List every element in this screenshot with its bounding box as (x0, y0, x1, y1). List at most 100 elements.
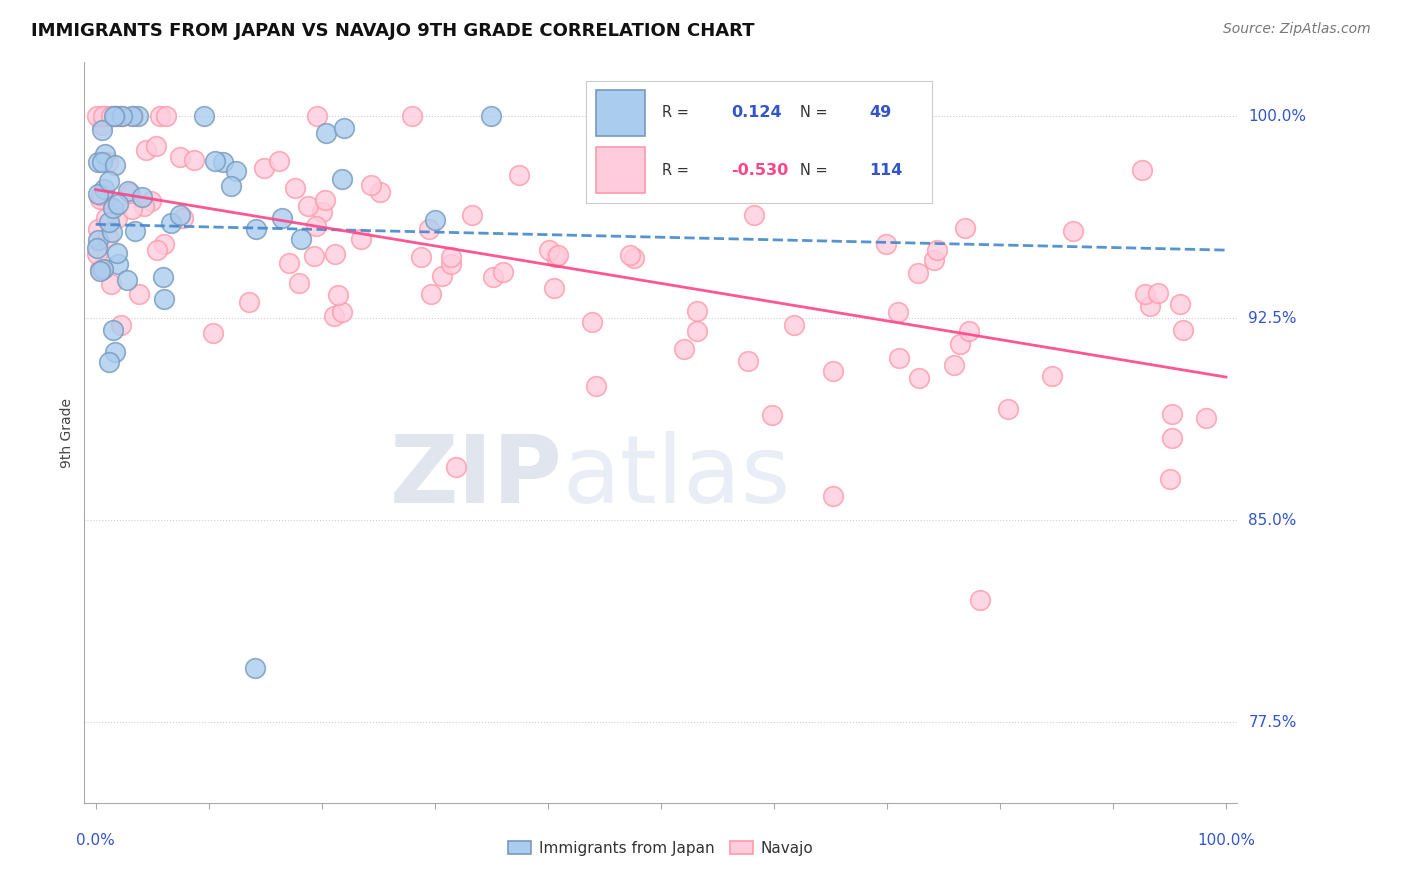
Point (97, 174, 120, 188)
Point (949, 336, 972, 351)
Point (131, 189, 153, 203)
Point (997, 401, 1019, 416)
Text: atlas: atlas (562, 431, 792, 523)
Point (91, 122, 114, 136)
Point (401, 109, 423, 123)
Point (686, 325, 709, 339)
Point (225, 163, 247, 178)
Point (101, 201, 124, 215)
Point (89, 264, 111, 278)
Point (875, 237, 897, 252)
Legend: Immigrants from Japan, Navajo: Immigrants from Japan, Navajo (502, 835, 820, 862)
Point (461, 208, 484, 222)
Point (492, 265, 515, 279)
Point (124, 224, 146, 238)
Point (823, 364, 845, 378)
Point (152, 292, 174, 306)
Point (86, 247, 108, 261)
Point (609, 175, 631, 189)
Point (122, 109, 145, 123)
Point (105, 211, 128, 225)
Point (537, 243, 560, 257)
Text: 77.5%: 77.5% (1249, 714, 1296, 730)
Point (94, 193, 117, 207)
Point (315, 126, 337, 140)
Point (103, 109, 125, 123)
Point (761, 408, 783, 422)
Point (134, 199, 156, 213)
Point (169, 149, 191, 163)
Point (107, 109, 129, 123)
Y-axis label: 9th Grade: 9th Grade (60, 398, 75, 467)
Point (90, 187, 112, 202)
Point (155, 109, 177, 123)
Point (104, 345, 127, 359)
Point (135, 143, 157, 157)
Point (100, 109, 122, 123)
Point (925, 243, 948, 257)
Point (146, 243, 169, 257)
Point (360, 178, 382, 192)
Point (108, 109, 131, 123)
Point (1171, 323, 1194, 337)
Point (103, 323, 125, 337)
Point (93, 109, 115, 123)
Point (922, 253, 945, 268)
Point (673, 153, 696, 167)
Point (543, 281, 565, 295)
Point (149, 109, 172, 123)
Point (118, 186, 141, 200)
Point (127, 109, 149, 123)
Point (121, 109, 143, 123)
Point (91, 262, 114, 277)
Point (115, 272, 138, 286)
Point (105, 245, 128, 260)
Point (547, 248, 569, 262)
Point (172, 211, 194, 225)
Point (204, 153, 226, 168)
Point (297, 199, 319, 213)
Point (887, 351, 910, 366)
Point (89, 192, 111, 206)
Point (110, 109, 132, 123)
Point (93, 182, 115, 196)
Point (202, 326, 225, 340)
Point (97, 229, 120, 244)
Point (90, 261, 112, 276)
Point (305, 219, 328, 234)
Point (86, 109, 108, 123)
Point (1159, 472, 1181, 486)
Point (128, 287, 150, 301)
Point (104, 109, 127, 123)
Point (270, 211, 292, 225)
Point (1139, 299, 1161, 313)
Point (418, 221, 440, 235)
Text: ZIP: ZIP (389, 431, 562, 523)
Point (311, 204, 333, 219)
Point (212, 155, 235, 169)
Point (585, 379, 607, 393)
Point (544, 251, 567, 265)
Point (953, 220, 976, 235)
Point (290, 232, 312, 246)
Point (96, 109, 118, 123)
Point (91, 155, 114, 169)
Point (1040, 369, 1063, 384)
Point (1168, 297, 1191, 311)
Point (141, 194, 163, 208)
Point (94, 211, 117, 225)
Point (419, 286, 441, 301)
Point (221, 863, 243, 877)
Text: 100.0%: 100.0% (1249, 109, 1306, 124)
Point (121, 202, 143, 217)
Point (101, 225, 124, 239)
Point (1133, 287, 1156, 301)
Point (238, 295, 260, 310)
Point (117, 185, 139, 199)
Point (969, 593, 991, 607)
Point (86, 241, 108, 255)
Point (91, 109, 114, 123)
Point (314, 193, 336, 207)
Point (623, 251, 645, 265)
Point (307, 109, 329, 123)
